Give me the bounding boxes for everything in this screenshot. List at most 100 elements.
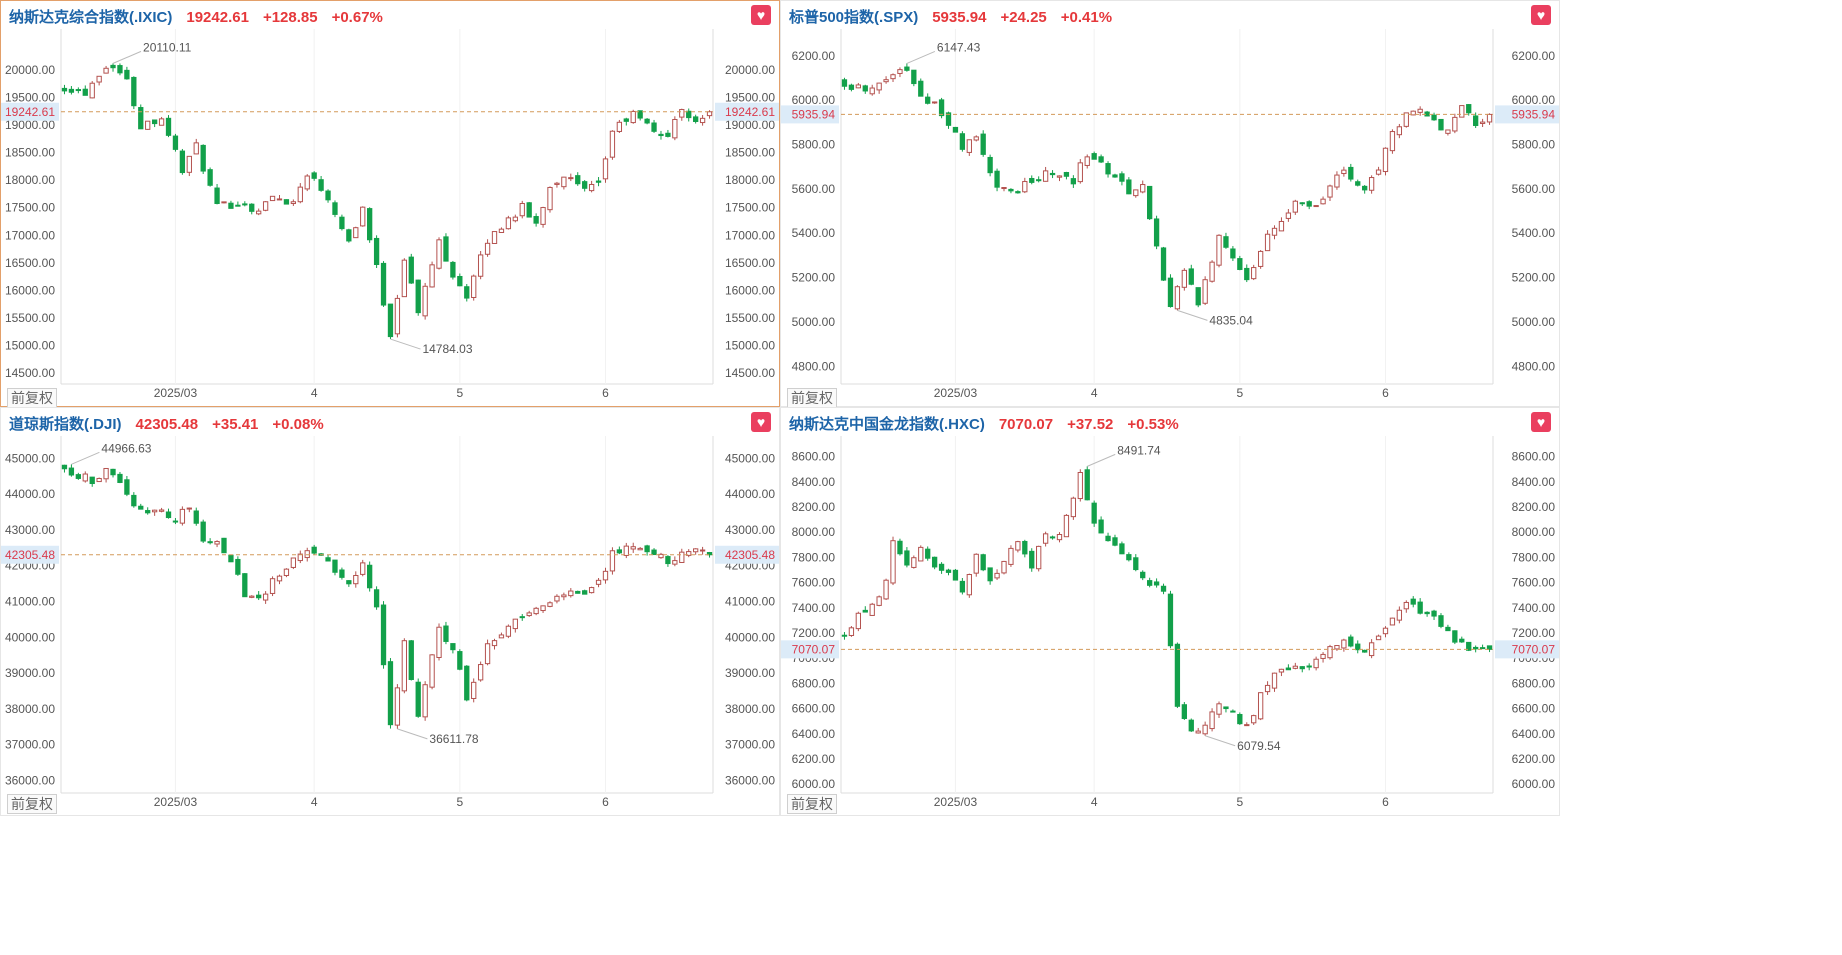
candle[interactable]	[1167, 590, 1174, 649]
candle[interactable]	[214, 540, 220, 548]
candle[interactable]	[256, 208, 262, 216]
candle[interactable]	[1389, 129, 1396, 154]
candle[interactable]	[966, 139, 972, 156]
candle[interactable]	[249, 203, 255, 215]
adjust-toggle[interactable]: 前复权	[7, 794, 57, 814]
candle[interactable]	[1257, 692, 1264, 721]
candle[interactable]	[1008, 545, 1014, 567]
candle[interactable]	[436, 237, 442, 270]
candle[interactable]	[706, 110, 713, 119]
candle[interactable]	[1396, 606, 1403, 624]
candle[interactable]	[1202, 721, 1208, 736]
candle[interactable]	[138, 503, 144, 510]
candle[interactable]	[1424, 110, 1430, 117]
candle[interactable]	[561, 592, 567, 601]
candle[interactable]	[973, 135, 979, 142]
candle[interactable]	[117, 63, 123, 76]
candle[interactable]	[1160, 246, 1167, 281]
candle[interactable]	[1174, 285, 1181, 311]
candle[interactable]	[1396, 123, 1403, 139]
candle[interactable]	[911, 555, 917, 569]
candle[interactable]	[68, 464, 75, 477]
candle[interactable]	[1084, 154, 1090, 169]
candle[interactable]	[151, 119, 158, 128]
candle[interactable]	[1029, 175, 1035, 185]
candle[interactable]	[644, 544, 650, 556]
candle[interactable]	[179, 148, 186, 175]
candle[interactable]	[380, 261, 387, 307]
candle[interactable]	[269, 195, 276, 202]
candle[interactable]	[415, 678, 421, 718]
candle[interactable]	[443, 233, 449, 262]
candle[interactable]	[672, 556, 678, 567]
candle[interactable]	[855, 611, 861, 632]
candle[interactable]	[994, 569, 1000, 580]
candle[interactable]	[1251, 714, 1257, 725]
candle[interactable]	[1355, 179, 1361, 187]
candle[interactable]	[1264, 681, 1271, 695]
candle[interactable]	[1230, 709, 1236, 713]
candle[interactable]	[394, 294, 401, 338]
candle[interactable]	[533, 606, 539, 616]
candle[interactable]	[290, 199, 297, 206]
candle[interactable]	[1348, 634, 1354, 648]
candle[interactable]	[221, 537, 227, 554]
candle[interactable]	[699, 115, 706, 126]
candle[interactable]	[450, 260, 456, 280]
candle[interactable]	[897, 538, 903, 556]
candle[interactable]	[96, 477, 102, 483]
candle[interactable]	[457, 649, 463, 671]
candle[interactable]	[484, 639, 491, 666]
candle[interactable]	[387, 658, 394, 729]
candle[interactable]	[179, 506, 186, 526]
candle[interactable]	[637, 547, 643, 551]
candle[interactable]	[318, 175, 324, 192]
candle[interactable]	[1022, 539, 1028, 558]
candle[interactable]	[1389, 617, 1396, 626]
candle[interactable]	[408, 253, 414, 284]
candle[interactable]	[554, 594, 560, 604]
candle[interactable]	[477, 250, 484, 280]
candle[interactable]	[151, 509, 158, 516]
candle[interactable]	[1473, 645, 1479, 653]
candle[interactable]	[1320, 652, 1326, 663]
candle[interactable]	[207, 538, 213, 545]
candle[interactable]	[1466, 104, 1472, 116]
candle[interactable]	[498, 227, 505, 233]
candle[interactable]	[311, 544, 317, 556]
candle[interactable]	[1133, 554, 1139, 572]
candle[interactable]	[890, 73, 896, 82]
candle[interactable]	[96, 75, 102, 86]
adjust-toggle[interactable]: 前复权	[787, 794, 837, 814]
candle[interactable]	[959, 577, 966, 595]
candle[interactable]	[1119, 541, 1125, 555]
candle[interactable]	[1355, 640, 1361, 654]
candle[interactable]	[256, 591, 262, 601]
candle[interactable]	[443, 621, 449, 645]
candle[interactable]	[512, 214, 518, 223]
candle[interactable]	[1042, 531, 1049, 547]
candle[interactable]	[987, 567, 993, 585]
candle[interactable]	[1202, 276, 1208, 306]
candle[interactable]	[436, 623, 442, 661]
candle[interactable]	[138, 104, 144, 130]
candle[interactable]	[1077, 469, 1083, 502]
candle[interactable]	[1049, 535, 1056, 540]
candle[interactable]	[616, 546, 623, 555]
candle[interactable]	[1334, 645, 1340, 651]
candle[interactable]	[1133, 189, 1139, 198]
candle[interactable]	[526, 201, 532, 218]
candle[interactable]	[1278, 668, 1285, 677]
candle[interactable]	[966, 573, 972, 598]
candle[interactable]	[575, 172, 581, 186]
candle[interactable]	[1445, 624, 1451, 632]
candle[interactable]	[945, 568, 952, 576]
candle[interactable]	[1015, 190, 1021, 194]
candle[interactable]	[401, 638, 407, 694]
candle[interactable]	[658, 552, 664, 559]
chart-panel-hxc[interactable]: 纳斯达克中国金龙指数(.HXC) 7070.07 +37.52 +0.53% ♥ 20…	[780, 407, 1560, 816]
candle[interactable]	[540, 605, 546, 613]
chart-panel-dji[interactable]: 道琼斯指数(.DJI) 42305.48 +35.41 +0.08% ♥ 2025/0…	[0, 407, 780, 816]
candle[interactable]	[228, 554, 234, 563]
candle[interactable]	[1098, 154, 1104, 164]
